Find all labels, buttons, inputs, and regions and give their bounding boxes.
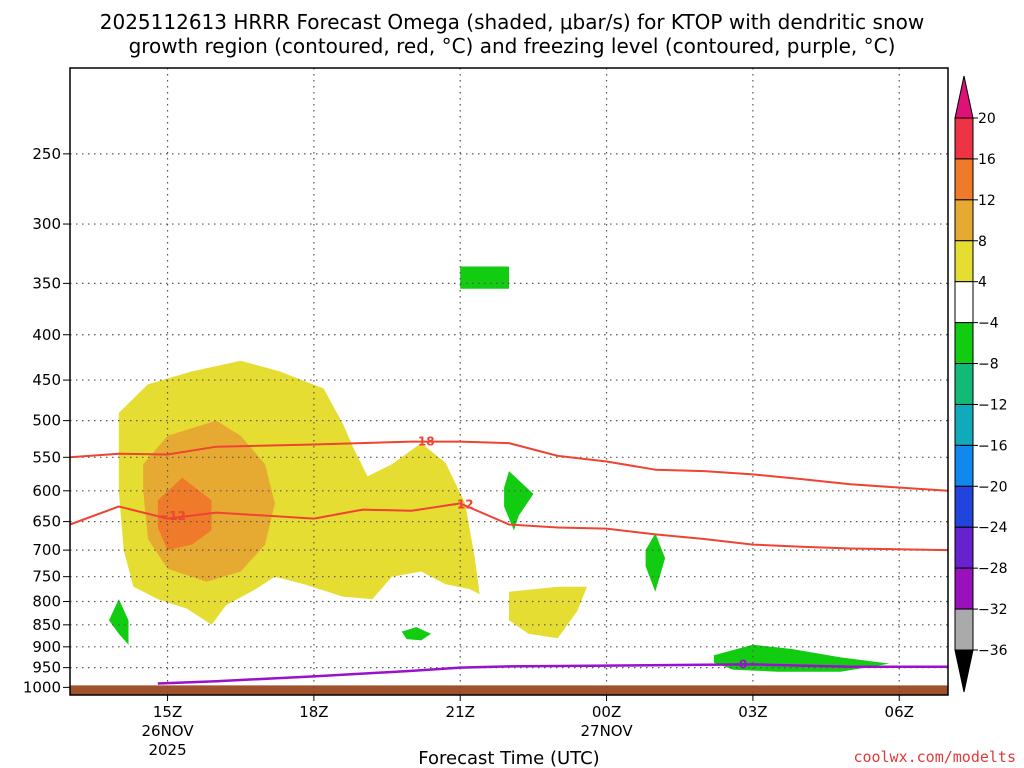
contour-lines: −18 −12 0 −12 (69, 435, 949, 685)
colorbar-swatch-11 (954, 567, 974, 610)
y-tick-label-250: 250 (32, 145, 61, 163)
contour-label-zero: 0 (739, 657, 747, 671)
y-tick-label-350: 350 (32, 274, 61, 292)
colorbar-label-9: −20 (978, 479, 1008, 495)
y-tick-label-500: 500 (32, 412, 61, 430)
x-tick-label-03Z: 03Z (738, 703, 767, 721)
x-tick-year-15Z: 2025 (148, 741, 186, 759)
y-tick-label-400: 400 (32, 326, 61, 344)
colorbar-label-4: 4 (978, 275, 987, 291)
colorbar-swatch-7 (954, 403, 974, 446)
colorbar-label-8: −16 (978, 438, 1008, 454)
contour-zero (157, 663, 948, 685)
colorbar-label-10: −24 (978, 520, 1008, 536)
x-axis-label: Forecast Time (UTC) (418, 748, 599, 768)
omega-region-downward-b (401, 627, 431, 641)
y-tick-label-750: 750 (32, 568, 61, 586)
colorbar-swatch-6 (954, 363, 974, 405)
contour-label-minus18: −18 (408, 435, 435, 449)
colorbar-swatch-5 (954, 322, 974, 365)
contour-minus12 (69, 502, 949, 552)
ground-strip (70, 685, 948, 695)
ground-layer (70, 685, 948, 695)
contour-minus18 (69, 440, 949, 492)
omega-region-downward-d (645, 533, 666, 592)
colorbar-label-2: 12 (978, 193, 996, 209)
y-tick-label-650: 650 (32, 513, 61, 531)
colorbar-top-arrow (954, 75, 974, 119)
colorbar-label-5: −4 (978, 316, 999, 332)
colorbar-swatch-9 (954, 485, 974, 528)
y-tick-label-450: 450 (32, 371, 61, 389)
colorbar-label-3: 8 (978, 234, 987, 250)
omega-region-upward-12-16 (157, 477, 212, 551)
colorbar-legend: 20 16 12 8 4 −4 −8 −12 −16 −20 −24 −28 −32 −36 (954, 75, 1008, 693)
x-tick-label-21Z: 21Z (446, 703, 475, 721)
y-tick-label-550: 550 (32, 448, 61, 466)
contour-label-minus12: −12 (159, 509, 186, 523)
colorbar-label-7: −12 (978, 397, 1008, 413)
colorbar-swatch-4 (954, 281, 974, 324)
colorbar-swatch-12 (954, 608, 974, 651)
colorbar-label-0: 20 (978, 111, 996, 127)
omega-region-downward-e (460, 266, 509, 289)
chart-title-line1: 2025112613 HRRR Forecast Omega (shaded, … (100, 10, 924, 34)
y-tick-label-700: 700 (32, 541, 61, 559)
colorbar-swatch-10 (954, 526, 974, 569)
grid-lines (70, 68, 948, 695)
credit-text: coolwx.com/modelts (853, 748, 1016, 766)
x-tick-label-06Z: 06Z (885, 703, 914, 721)
contour-label-minus12-b: −12 (447, 498, 474, 512)
colorbar-swatch-8 (954, 444, 974, 487)
x-tick-label-15Z: 15Z (153, 703, 182, 721)
omega-region-downward-a (109, 599, 129, 645)
colorbar-label-11: −28 (978, 561, 1008, 577)
omega-region-upward-4-8-mid (509, 586, 587, 639)
y-tick-label-1000: 1000 (23, 678, 61, 696)
colorbar-swatch-1 (954, 158, 974, 201)
colorbar-bottom-arrow (954, 649, 974, 693)
x-tick-label-18Z: 18Z (299, 703, 328, 721)
omega-region-downward-c (504, 471, 534, 531)
colorbar-swatch-2 (954, 199, 974, 242)
colorbar-label-13: −36 (978, 643, 1008, 659)
omega-shaded-regions (109, 266, 890, 672)
plot-frame (69, 67, 949, 696)
y-tick-label-950: 950 (32, 659, 61, 677)
x-tick-label-00Z: 00Z (592, 703, 621, 721)
y-tick-label-300: 300 (32, 215, 61, 233)
colorbar-label-12: −32 (978, 602, 1008, 618)
y-tick-label-600: 600 (32, 482, 61, 500)
y-tick-label-800: 800 (32, 593, 61, 611)
colorbar-label-1: 16 (978, 152, 996, 168)
x-tick-date-00Z: 27NOV (580, 722, 633, 740)
colorbar-swatch-0 (954, 117, 974, 160)
y-tick-label-900: 900 (32, 638, 61, 656)
chart-title-line2: growth region (contoured, red, °C) and f… (129, 34, 896, 58)
y-tick-label-850: 850 (32, 616, 61, 634)
y-axis-ticks: 250 300 350 400 450 500 550 600 650 700 750 800 850 9… (23, 145, 70, 696)
x-tick-date-15Z: 26NOV (141, 722, 194, 740)
colorbar-label-6: −8 (978, 357, 999, 373)
colorbar-swatch-3 (954, 240, 974, 283)
